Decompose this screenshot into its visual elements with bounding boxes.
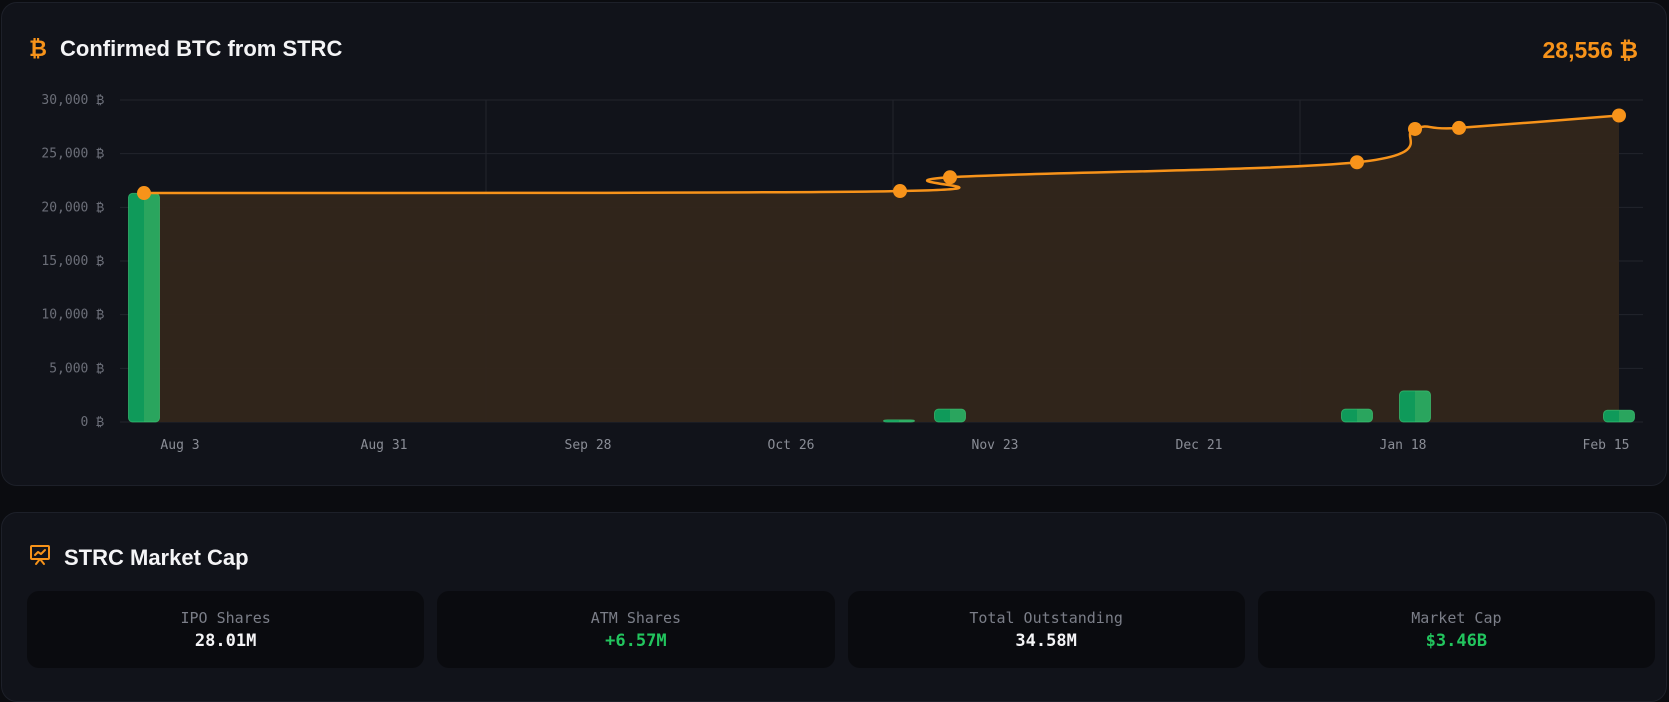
stat-value: 34.58M <box>1015 630 1077 651</box>
y-axis-tick-label: 0 ₿ <box>81 415 105 430</box>
y-axis-tick-label: 10,000 ₿ <box>41 308 104 323</box>
bitcoin-icon: ₿ <box>29 37 47 62</box>
stat-label: Total Outstanding <box>969 608 1123 627</box>
data-point-marker[interactable] <box>1350 155 1364 170</box>
chart-card-header: ₿ Confirmed BTC from STRC <box>28 36 342 62</box>
data-point-marker[interactable] <box>1612 108 1626 123</box>
acquisition-bar[interactable] <box>1341 408 1373 423</box>
stat-value: +6.57M <box>605 630 667 651</box>
acquisition-bar[interactable] <box>883 419 915 423</box>
acquisition-bar[interactable] <box>1603 409 1635 423</box>
acquisition-bar[interactable] <box>934 408 966 423</box>
x-axis-tick-label: Jan 18 <box>1380 438 1427 453</box>
btc-chart[interactable]: 0 ₿ 5,000 ₿ 10,000 ₿ 15,000 ₿ 20,000 ₿ 25,000… <box>0 0 1669 486</box>
acquisition-bar[interactable] <box>128 192 160 423</box>
total-btc-value: 28,556 ₿ <box>1542 37 1638 63</box>
y-axis-tick-label: 20,000 ₿ <box>41 200 104 215</box>
chart-title: Confirmed BTC from STRC <box>60 36 343 61</box>
x-axis-tick-label: Aug 31 <box>361 438 408 453</box>
market-cap-title: STRC Market Cap <box>64 545 249 570</box>
stat-label: ATM Shares <box>590 608 682 627</box>
x-axis-tick-label: Aug 3 <box>160 438 199 453</box>
stat-label: IPO Shares <box>180 608 271 627</box>
data-point-marker[interactable] <box>1452 120 1466 135</box>
y-axis-tick-label: 25,000 ₿ <box>41 147 104 162</box>
data-point-marker[interactable] <box>137 186 151 201</box>
x-axis-tick-label: Dec 21 <box>1176 438 1223 453</box>
y-axis-tick-label: 30,000 ₿ <box>41 93 104 108</box>
stats-row: IPO Shares 28.01M ATM Shares +6.57M Tota… <box>27 591 1655 668</box>
data-point-marker[interactable] <box>943 170 957 185</box>
y-axis-tick-label: 5,000 ₿ <box>49 361 104 376</box>
stat-value: 28.01M <box>194 630 257 651</box>
data-point-marker[interactable] <box>893 184 907 199</box>
x-axis-tick-label: Oct 26 <box>768 438 815 453</box>
market-cap-header: STRC Market Cap <box>28 543 249 573</box>
presentation-chart-icon <box>28 543 52 573</box>
stat-atm-shares: ATM Shares +6.57M <box>437 591 835 668</box>
x-axis-tick-label: Feb 15 <box>1583 438 1630 453</box>
stat-label: Market Cap <box>1411 608 1502 627</box>
stat-market-cap: Market Cap $3.46B <box>1257 591 1655 668</box>
x-axis-tick-label: Nov 23 <box>972 438 1019 453</box>
cumulative-line <box>143 114 1620 195</box>
stat-value: $3.46B <box>1425 630 1488 651</box>
cumulative-area-fill <box>144 115 1619 422</box>
stat-total-outstanding: Total Outstanding 34.58M <box>847 591 1245 668</box>
x-axis-tick-label: Sep 28 <box>565 438 612 453</box>
stat-ipo-shares: IPO Shares 28.01M <box>27 591 425 668</box>
acquisition-bar[interactable] <box>1399 390 1431 423</box>
data-point-marker[interactable] <box>1408 121 1422 136</box>
y-axis-tick-label: 15,000 ₿ <box>41 254 104 269</box>
market-cap-card: STRC Market Cap IPO Shares 28.01M ATM Sh… <box>1 512 1667 702</box>
